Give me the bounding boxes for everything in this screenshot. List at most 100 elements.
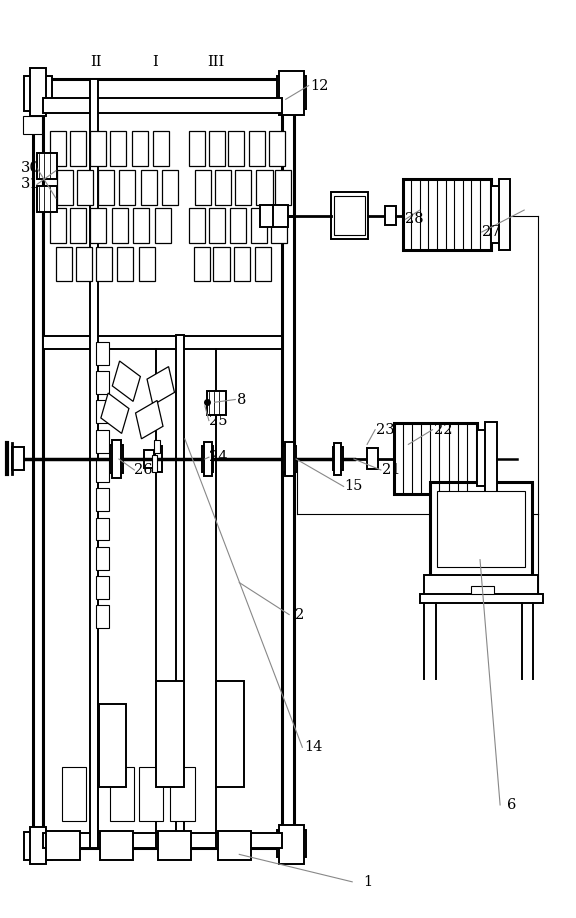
Bar xyxy=(279,71,304,115)
Bar xyxy=(50,208,66,243)
Bar xyxy=(202,446,214,472)
Bar xyxy=(12,447,24,470)
Bar xyxy=(98,170,113,205)
Bar xyxy=(43,98,282,113)
Bar xyxy=(96,488,109,511)
Text: 2: 2 xyxy=(295,608,304,621)
Bar xyxy=(283,446,296,472)
Bar xyxy=(271,208,287,243)
Bar xyxy=(335,442,342,475)
Bar xyxy=(403,179,491,251)
Bar xyxy=(23,116,41,134)
Bar xyxy=(385,207,396,225)
Bar xyxy=(24,833,52,860)
Bar xyxy=(154,440,160,453)
Bar xyxy=(37,153,57,179)
Bar xyxy=(96,459,109,482)
Bar xyxy=(56,247,72,282)
Bar xyxy=(214,247,229,282)
Text: 22: 22 xyxy=(434,422,452,437)
Bar xyxy=(204,442,212,476)
Bar xyxy=(46,118,175,335)
Bar xyxy=(195,170,211,205)
Bar xyxy=(331,192,368,240)
Bar xyxy=(147,366,175,405)
Bar xyxy=(190,208,206,243)
Bar xyxy=(279,825,304,864)
Bar xyxy=(184,118,280,335)
Bar xyxy=(273,205,288,227)
Text: I: I xyxy=(152,55,158,69)
Text: 23: 23 xyxy=(376,422,395,437)
Bar xyxy=(46,831,81,860)
Bar xyxy=(233,247,249,282)
Bar xyxy=(110,767,134,821)
Bar xyxy=(43,336,282,349)
Bar xyxy=(143,450,154,468)
Text: 1: 1 xyxy=(363,875,373,889)
Bar xyxy=(90,208,107,243)
Bar xyxy=(62,767,86,821)
Bar xyxy=(334,196,365,235)
Bar xyxy=(96,577,109,599)
Bar xyxy=(132,131,148,166)
Bar xyxy=(207,391,226,415)
Bar xyxy=(155,208,171,243)
Bar xyxy=(430,482,532,578)
Bar xyxy=(90,131,107,166)
Text: III: III xyxy=(208,55,225,69)
Bar xyxy=(96,430,109,453)
Bar xyxy=(229,208,245,243)
Text: 8: 8 xyxy=(237,393,247,407)
Bar xyxy=(110,131,126,166)
Text: 30: 30 xyxy=(21,161,39,175)
Bar xyxy=(215,170,230,205)
Bar xyxy=(491,186,501,243)
Bar xyxy=(30,827,46,864)
Text: 25: 25 xyxy=(209,414,228,428)
Bar xyxy=(43,79,287,848)
Bar xyxy=(170,767,195,821)
Bar xyxy=(141,170,157,205)
Bar xyxy=(162,170,178,205)
Bar xyxy=(112,208,128,243)
Bar xyxy=(96,371,109,394)
Bar xyxy=(425,576,538,599)
Bar xyxy=(420,594,543,603)
Bar xyxy=(90,79,98,848)
Bar xyxy=(282,79,294,848)
Bar xyxy=(57,170,73,205)
Bar xyxy=(24,76,52,111)
Bar xyxy=(276,830,306,857)
Bar xyxy=(101,393,129,433)
Bar xyxy=(30,68,46,116)
Bar xyxy=(255,247,271,282)
Bar xyxy=(158,831,191,860)
Bar xyxy=(96,518,109,541)
Bar xyxy=(194,247,210,282)
Bar xyxy=(76,247,92,282)
Text: 31: 31 xyxy=(21,177,39,192)
Bar xyxy=(276,76,306,109)
Bar xyxy=(119,170,135,205)
Bar xyxy=(209,208,225,243)
Bar xyxy=(112,361,141,401)
Bar xyxy=(100,831,133,860)
Bar xyxy=(190,131,206,166)
Bar xyxy=(99,704,126,787)
Bar xyxy=(96,606,109,628)
Text: 15: 15 xyxy=(344,479,363,494)
Bar xyxy=(268,131,285,166)
Bar xyxy=(235,170,251,205)
Text: 24: 24 xyxy=(209,450,228,465)
Text: 6: 6 xyxy=(507,798,516,812)
Bar xyxy=(50,131,66,166)
Bar xyxy=(249,131,265,166)
Bar xyxy=(218,831,251,860)
Bar xyxy=(485,422,497,494)
Bar xyxy=(275,170,291,205)
Bar xyxy=(251,208,267,243)
Bar xyxy=(156,681,184,787)
Bar xyxy=(285,442,294,476)
Bar xyxy=(77,170,93,205)
